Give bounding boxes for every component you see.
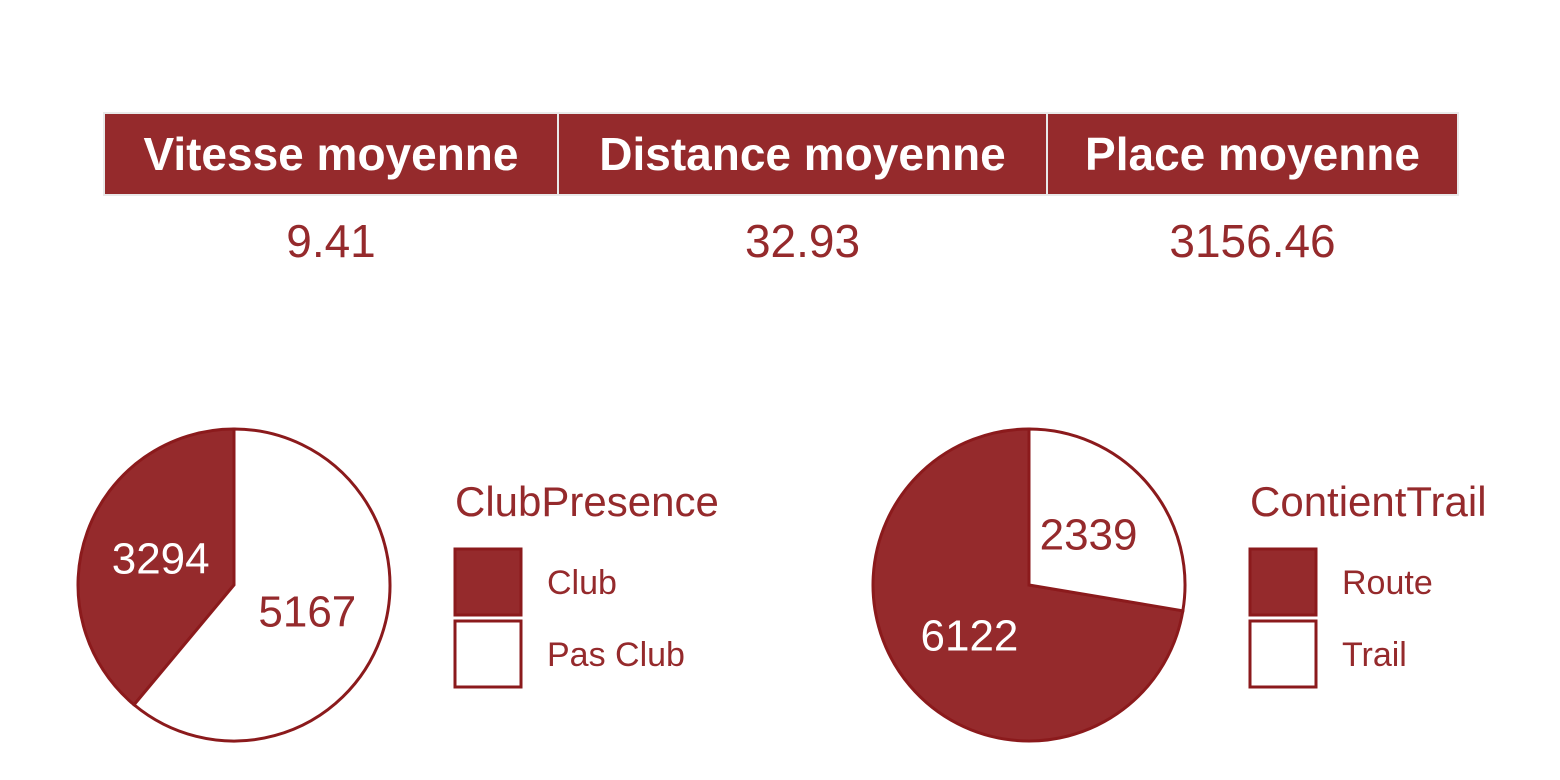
stat-value-speed: 9.41 [286,215,376,267]
pie-label-trail: 2339 [1040,511,1138,560]
stat-header-speed: Vitesse moyenne [103,112,559,196]
stat-header-place: Place moyenne [1046,112,1459,196]
pie-chart-club-presence: 3294 5167 ClubPresence Club Pas Club [76,427,719,743]
pie-slice-trail [1027,427,1187,613]
legend-label-route: Route [1342,564,1433,602]
legend-swatch-route [1248,547,1318,617]
stat-value-place: 3156.46 [1169,215,1336,267]
legend-title: ContientTrail [1250,478,1487,525]
legend-swatch-pas-club [453,619,523,689]
pie-label-route: 6122 [921,611,1019,660]
pie-slice-club [76,427,236,707]
pie-slice-pas-club [131,427,392,743]
stats-value-row: 9.41 32.93 3156.46 [104,195,1458,286]
legend-label-pas-club: Pas Club [547,636,685,674]
legend-swatch-club [453,547,523,617]
stat-header-distance: Distance moyenne [557,112,1048,196]
legend-label-trail: Trail [1342,636,1407,674]
legend-title: ClubPresence [455,478,719,525]
pie-label-club: 3294 [112,534,210,583]
legend-swatch-trail [1248,619,1318,689]
stats-table: Vitesse moyenne Distance moyenne Place m… [103,112,1459,286]
pie-chart-contient-trail: 6122 2339 ContientTrail Route Trail [871,427,1487,743]
pie-label-pas-club: 5167 [258,588,356,637]
legend-label-club: Club [547,564,617,602]
stat-value-distance: 32.93 [744,215,861,267]
stats-header-row: Vitesse moyenne Distance moyenne Place m… [103,112,1459,196]
